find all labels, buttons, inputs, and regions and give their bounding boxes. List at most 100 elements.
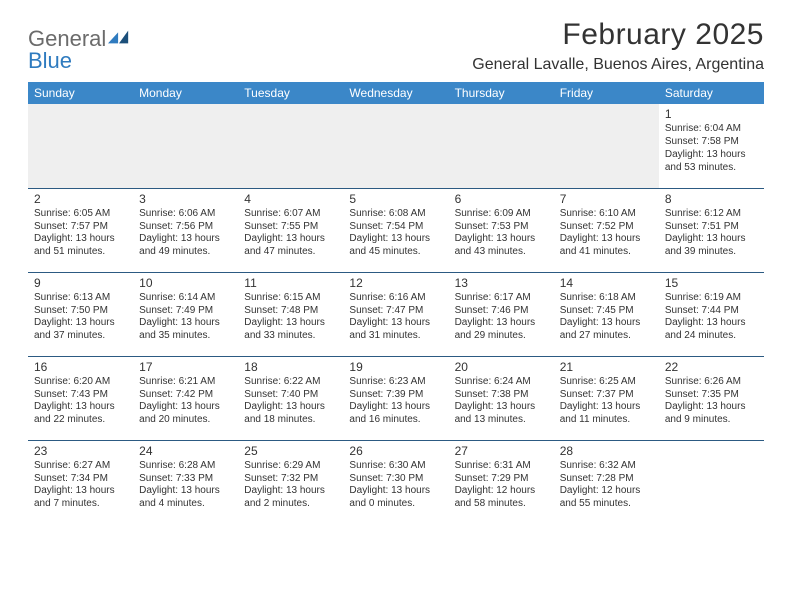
daylight-text: and 18 minutes. xyxy=(244,414,337,427)
day-header: Wednesday xyxy=(343,82,448,104)
logo: General Blue xyxy=(28,18,130,72)
sunrise-text: Sunrise: 6:05 AM xyxy=(34,208,127,221)
calendar-cell: 27Sunrise: 6:31 AMSunset: 7:29 PMDayligh… xyxy=(449,440,554,524)
sunset-text: Sunset: 7:43 PM xyxy=(34,389,127,402)
sunset-text: Sunset: 7:29 PM xyxy=(455,473,548,486)
daylight-text: and 13 minutes. xyxy=(455,414,548,427)
calendar-cell: 7Sunrise: 6:10 AMSunset: 7:52 PMDaylight… xyxy=(554,188,659,272)
sunrise-text: Sunrise: 6:28 AM xyxy=(139,460,232,473)
day-header: Tuesday xyxy=(238,82,343,104)
calendar-cell: 21Sunrise: 6:25 AMSunset: 7:37 PMDayligh… xyxy=(554,356,659,440)
daylight-text: Daylight: 13 hours xyxy=(139,233,232,246)
calendar-cell xyxy=(449,104,554,188)
daylight-text: and 4 minutes. xyxy=(139,498,232,511)
day-number: 28 xyxy=(560,444,653,459)
sunrise-text: Sunrise: 6:24 AM xyxy=(455,376,548,389)
daylight-text: Daylight: 13 hours xyxy=(139,317,232,330)
calendar-table: Sunday Monday Tuesday Wednesday Thursday… xyxy=(28,82,764,524)
daylight-text: and 43 minutes. xyxy=(455,246,548,259)
daylight-text: Daylight: 13 hours xyxy=(665,317,758,330)
daylight-text: Daylight: 13 hours xyxy=(34,401,127,414)
daylight-text: Daylight: 13 hours xyxy=(34,317,127,330)
daylight-text: and 51 minutes. xyxy=(34,246,127,259)
day-number: 8 xyxy=(665,192,758,207)
sunrise-text: Sunrise: 6:14 AM xyxy=(139,292,232,305)
calendar-cell: 5Sunrise: 6:08 AMSunset: 7:54 PMDaylight… xyxy=(343,188,448,272)
day-number: 5 xyxy=(349,192,442,207)
sunset-text: Sunset: 7:47 PM xyxy=(349,305,442,318)
day-header: Friday xyxy=(554,82,659,104)
sunrise-text: Sunrise: 6:31 AM xyxy=(455,460,548,473)
sunrise-text: Sunrise: 6:27 AM xyxy=(34,460,127,473)
sunrise-text: Sunrise: 6:30 AM xyxy=(349,460,442,473)
day-number: 6 xyxy=(455,192,548,207)
daylight-text: and 24 minutes. xyxy=(665,330,758,343)
day-number: 7 xyxy=(560,192,653,207)
daylight-text: Daylight: 13 hours xyxy=(560,317,653,330)
calendar-cell: 19Sunrise: 6:23 AMSunset: 7:39 PMDayligh… xyxy=(343,356,448,440)
calendar-cell: 10Sunrise: 6:14 AMSunset: 7:49 PMDayligh… xyxy=(133,272,238,356)
day-header: Thursday xyxy=(449,82,554,104)
day-number: 4 xyxy=(244,192,337,207)
sunrise-text: Sunrise: 6:15 AM xyxy=(244,292,337,305)
calendar-cell: 1Sunrise: 6:04 AMSunset: 7:58 PMDaylight… xyxy=(659,104,764,188)
calendar-cell: 16Sunrise: 6:20 AMSunset: 7:43 PMDayligh… xyxy=(28,356,133,440)
calendar-cell: 12Sunrise: 6:16 AMSunset: 7:47 PMDayligh… xyxy=(343,272,448,356)
sunrise-text: Sunrise: 6:04 AM xyxy=(665,123,758,136)
day-number: 2 xyxy=(34,192,127,207)
sunset-text: Sunset: 7:54 PM xyxy=(349,221,442,234)
calendar-cell: 20Sunrise: 6:24 AMSunset: 7:38 PMDayligh… xyxy=(449,356,554,440)
daylight-text: Daylight: 12 hours xyxy=(455,485,548,498)
calendar-cell: 28Sunrise: 6:32 AMSunset: 7:28 PMDayligh… xyxy=(554,440,659,524)
daylight-text: and 45 minutes. xyxy=(349,246,442,259)
sunset-text: Sunset: 7:33 PM xyxy=(139,473,232,486)
day-number: 15 xyxy=(665,276,758,291)
calendar-cell: 11Sunrise: 6:15 AMSunset: 7:48 PMDayligh… xyxy=(238,272,343,356)
daylight-text: Daylight: 13 hours xyxy=(244,401,337,414)
sunrise-text: Sunrise: 6:10 AM xyxy=(560,208,653,221)
sunrise-text: Sunrise: 6:16 AM xyxy=(349,292,442,305)
daylight-text: Daylight: 13 hours xyxy=(349,233,442,246)
day-number: 23 xyxy=(34,444,127,459)
sunrise-text: Sunrise: 6:06 AM xyxy=(139,208,232,221)
daylight-text: Daylight: 13 hours xyxy=(455,317,548,330)
sunrise-text: Sunrise: 6:23 AM xyxy=(349,376,442,389)
daylight-text: and 47 minutes. xyxy=(244,246,337,259)
sunset-text: Sunset: 7:34 PM xyxy=(34,473,127,486)
day-number: 25 xyxy=(244,444,337,459)
sunset-text: Sunset: 7:51 PM xyxy=(665,221,758,234)
sunset-text: Sunset: 7:30 PM xyxy=(349,473,442,486)
daylight-text: and 49 minutes. xyxy=(139,246,232,259)
day-number: 26 xyxy=(349,444,442,459)
sunset-text: Sunset: 7:35 PM xyxy=(665,389,758,402)
day-number: 3 xyxy=(139,192,232,207)
daylight-text: and 31 minutes. xyxy=(349,330,442,343)
daylight-text: Daylight: 13 hours xyxy=(560,401,653,414)
daylight-text: and 22 minutes. xyxy=(34,414,127,427)
daylight-text: Daylight: 13 hours xyxy=(34,485,127,498)
sunset-text: Sunset: 7:50 PM xyxy=(34,305,127,318)
sunrise-text: Sunrise: 6:09 AM xyxy=(455,208,548,221)
sunset-text: Sunset: 7:55 PM xyxy=(244,221,337,234)
day-number: 22 xyxy=(665,360,758,375)
calendar-cell: 6Sunrise: 6:09 AMSunset: 7:53 PMDaylight… xyxy=(449,188,554,272)
daylight-text: and 2 minutes. xyxy=(244,498,337,511)
sunrise-text: Sunrise: 6:13 AM xyxy=(34,292,127,305)
daylight-text: and 9 minutes. xyxy=(665,414,758,427)
sunrise-text: Sunrise: 6:07 AM xyxy=(244,208,337,221)
calendar-cell: 9Sunrise: 6:13 AMSunset: 7:50 PMDaylight… xyxy=(28,272,133,356)
day-number: 17 xyxy=(139,360,232,375)
calendar-week-row: 1Sunrise: 6:04 AMSunset: 7:58 PMDaylight… xyxy=(28,104,764,188)
daylight-text: Daylight: 13 hours xyxy=(349,485,442,498)
day-number: 11 xyxy=(244,276,337,291)
sunset-text: Sunset: 7:45 PM xyxy=(560,305,653,318)
daylight-text: Daylight: 13 hours xyxy=(665,401,758,414)
day-header: Saturday xyxy=(659,82,764,104)
daylight-text: Daylight: 13 hours xyxy=(244,233,337,246)
daylight-text: and 39 minutes. xyxy=(665,246,758,259)
daylight-text: Daylight: 13 hours xyxy=(34,233,127,246)
calendar-cell: 4Sunrise: 6:07 AMSunset: 7:55 PMDaylight… xyxy=(238,188,343,272)
daylight-text: Daylight: 13 hours xyxy=(244,485,337,498)
daylight-text: Daylight: 13 hours xyxy=(349,317,442,330)
logo-text: General Blue xyxy=(28,26,130,72)
